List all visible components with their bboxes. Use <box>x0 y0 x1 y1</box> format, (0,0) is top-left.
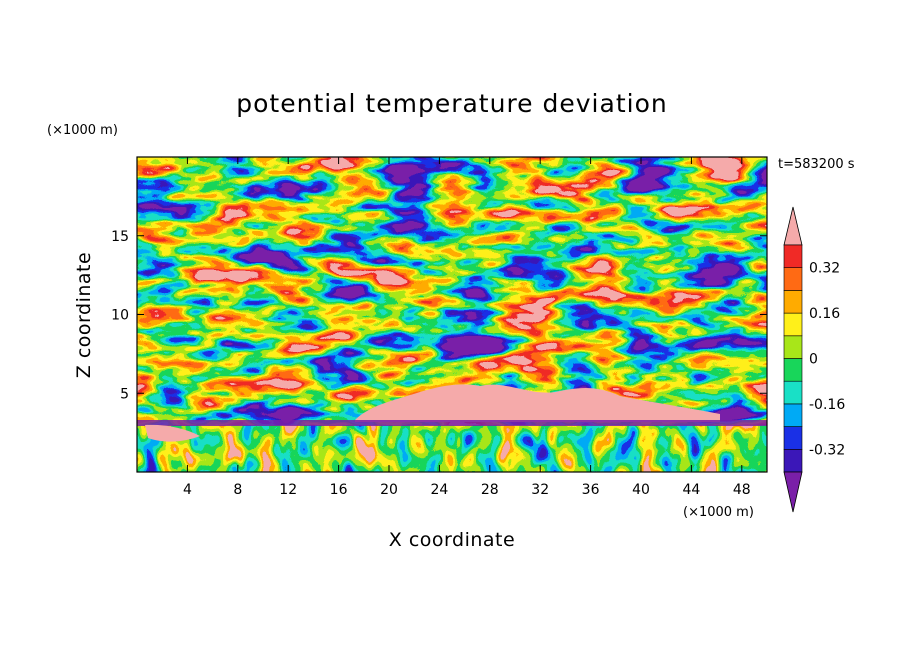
x-tick-label: 36 <box>582 482 600 498</box>
time-label: t=583200 s <box>778 157 855 172</box>
inversion-band <box>137 420 767 426</box>
x-tick-label: 16 <box>330 482 348 498</box>
y-unit-label: (×1000 m) <box>47 123 118 138</box>
colorbar-box <box>783 290 803 314</box>
low-plume-blob <box>145 424 200 442</box>
x-tick-label: 8 <box>233 482 242 498</box>
colorbar: 0.32 0.16 0 -0.16 -0.32 <box>783 206 845 513</box>
colorbar-box <box>783 335 803 359</box>
colorbar-label: 0.32 <box>809 261 840 277</box>
colorbar-box <box>783 244 803 269</box>
x-tick-label: 4 <box>183 482 192 498</box>
y-axis: 5 10 15 <box>111 229 767 402</box>
colorbar-box <box>783 426 803 450</box>
colorbar-label: -0.16 <box>809 397 845 413</box>
x-axis: 4 8 12 16 20 24 28 32 36 40 44 48 <box>183 157 751 498</box>
x-tick-label: 28 <box>481 482 499 498</box>
colorbar-box <box>783 267 803 291</box>
x-tick-label: 24 <box>430 482 448 498</box>
positive-plateau <box>355 384 720 422</box>
x-axis-label: X coordinate <box>389 529 515 551</box>
x-unit-label: (×1000 m) <box>683 505 754 520</box>
y-axis-label: Z coordinate <box>73 252 95 378</box>
chart-title: potential temperature deviation <box>236 89 667 118</box>
colorbar-label: 0.16 <box>809 306 840 322</box>
x-tick-label: 44 <box>682 482 700 498</box>
colorbar-box <box>783 448 803 473</box>
x-tick-label: 12 <box>279 482 297 498</box>
colorbar-label: 0 <box>809 352 818 368</box>
y-tick-label: 15 <box>111 229 129 245</box>
y-tick-label: 10 <box>111 308 129 324</box>
heatmap-field <box>137 157 767 472</box>
x-tick-label: 48 <box>733 482 751 498</box>
colorbar-box <box>783 358 803 382</box>
x-tick-label: 40 <box>632 482 650 498</box>
x-tick-label: 20 <box>380 482 398 498</box>
colorbar-box <box>783 312 803 337</box>
colorbar-top-triangle <box>783 206 803 246</box>
x-tick-label: 32 <box>531 482 549 498</box>
colorbar-label: -0.32 <box>809 442 845 458</box>
colorbar-box <box>783 403 803 427</box>
colorbar-bottom-triangle <box>783 471 803 513</box>
colorbar-box <box>783 380 803 405</box>
y-tick-label: 5 <box>120 386 129 402</box>
